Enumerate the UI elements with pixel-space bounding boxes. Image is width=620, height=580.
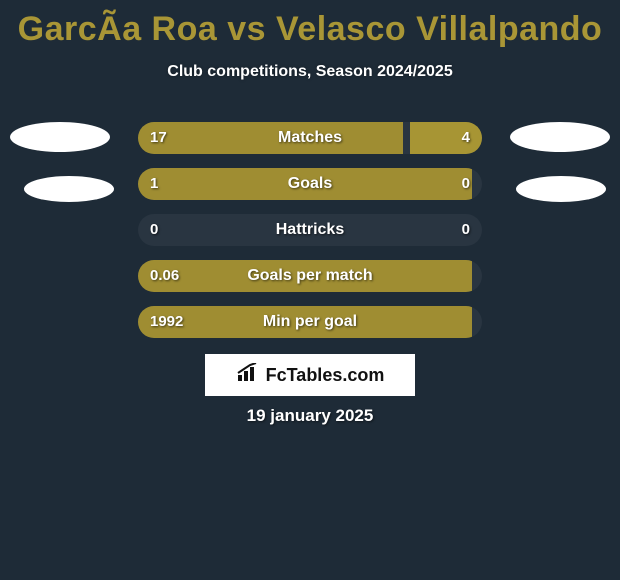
team-logo-placeholder xyxy=(516,176,606,202)
stat-label: Matches xyxy=(138,122,482,154)
stat-row: 0.06 Goals per match xyxy=(138,260,482,292)
stat-row: 1992 Min per goal xyxy=(138,306,482,338)
comparison-infographic: GarcÃ­a Roa vs Velasco Villalpando Club … xyxy=(0,0,620,580)
player-photo-placeholder xyxy=(10,122,110,152)
stat-label: Hattricks xyxy=(138,214,482,246)
branding-badge: FcTables.com xyxy=(205,354,415,396)
stat-row: 0 0 Hattricks xyxy=(138,214,482,246)
branding-text: FcTables.com xyxy=(266,365,385,386)
stat-label: Goals per match xyxy=(138,260,482,292)
bar-chart-icon xyxy=(236,363,266,388)
page-title: GarcÃ­a Roa vs Velasco Villalpando xyxy=(0,0,620,49)
stat-label: Goals xyxy=(138,168,482,200)
stat-row: 17 4 Matches xyxy=(138,122,482,154)
stat-row: 1 0 Goals xyxy=(138,168,482,200)
page-subtitle: Club competitions, Season 2024/2025 xyxy=(0,63,620,81)
team-logo-placeholder xyxy=(24,176,114,202)
player-photo-placeholder xyxy=(510,122,610,152)
date-line: 19 january 2025 xyxy=(0,406,620,426)
stat-label: Min per goal xyxy=(138,306,482,338)
